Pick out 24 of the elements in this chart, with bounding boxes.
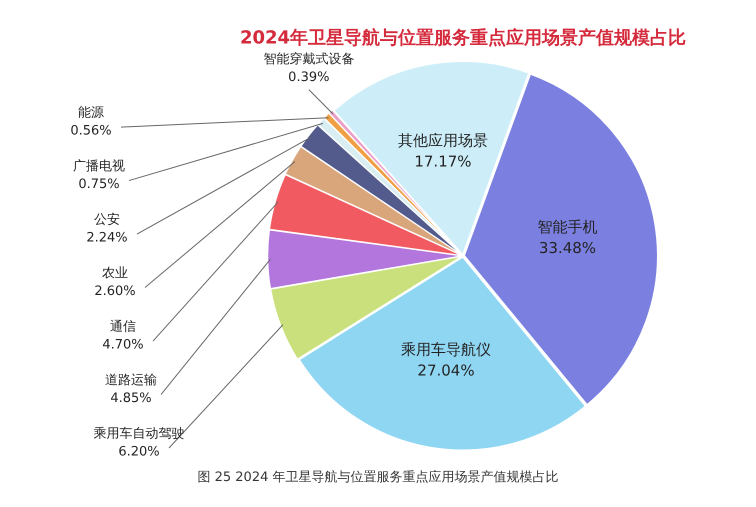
data-label: 17.17% bbox=[414, 152, 472, 171]
slice-label: 智能手机 bbox=[537, 218, 598, 236]
data-label: 0.39% bbox=[288, 70, 330, 85]
slice-label: 广播电视 bbox=[73, 158, 125, 174]
data-label: 33.48% bbox=[538, 238, 596, 257]
slice-label: 道路运输 bbox=[105, 372, 157, 388]
slice-label: 通信 bbox=[110, 319, 136, 334]
slice-label: 乘用车导航仪 bbox=[400, 340, 491, 358]
caption: 图 25 2024 年卫星导航与位置服务重点应用场景产值规模占比 bbox=[196, 469, 560, 486]
data-label: 0.56% bbox=[70, 123, 112, 138]
data-label: 4.85% bbox=[110, 390, 152, 406]
data-label: 2.60% bbox=[94, 284, 136, 299]
chart-title: 2024年卫星导航与位置服务重点应用场景产值规模占比 bbox=[240, 27, 686, 48]
data-label: 2.24% bbox=[86, 230, 128, 246]
data-label: 27.04% bbox=[417, 361, 475, 380]
slice-label: 公安 bbox=[94, 211, 120, 228]
data-label: 0.75% bbox=[78, 176, 120, 192]
slice-label: 能源 bbox=[78, 105, 104, 120]
slice-label: 智能穿戴式设备 bbox=[263, 52, 354, 67]
slice-label: 其他应用场景 bbox=[398, 132, 488, 150]
slice-label: 农业 bbox=[102, 266, 128, 281]
data-label: 4.70% bbox=[102, 337, 144, 352]
data-label: 6.20% bbox=[118, 444, 160, 460]
slice-label: 乘用车自动驾驶 bbox=[94, 426, 184, 442]
